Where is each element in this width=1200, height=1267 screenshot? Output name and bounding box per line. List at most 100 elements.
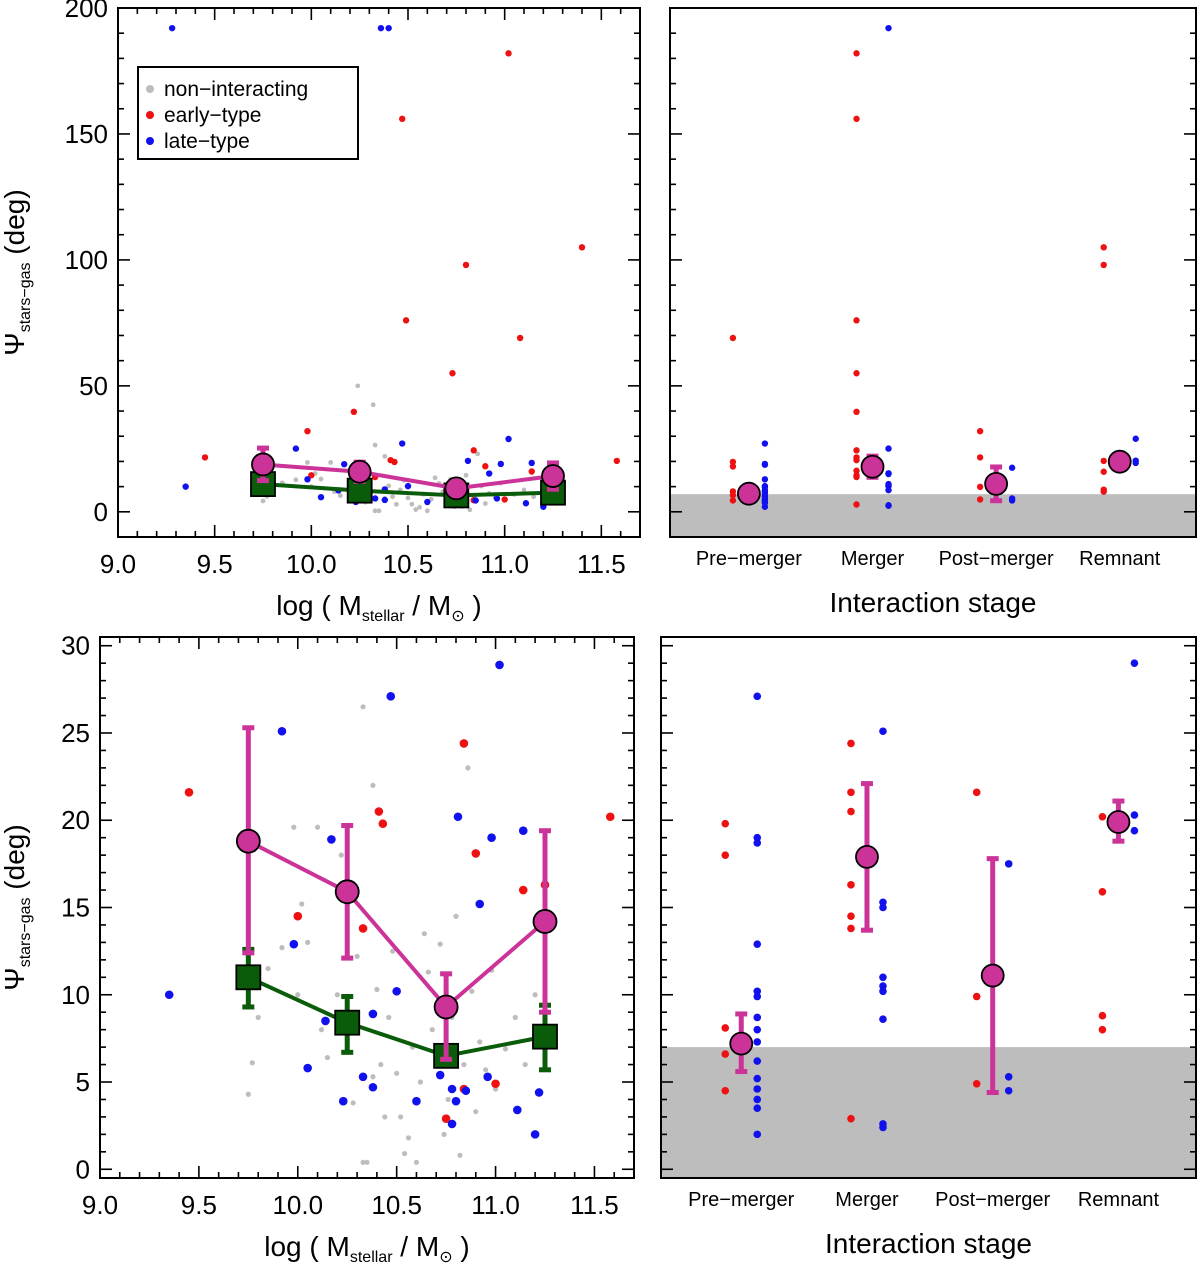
late-type-point	[277, 726, 287, 736]
non-interacting-point	[405, 1135, 412, 1141]
non-interacting-point	[461, 1061, 467, 1068]
early-type-point	[853, 408, 860, 416]
median-noninteracting-line	[247, 975, 546, 1058]
late-type-point	[885, 24, 892, 32]
early-type-point	[847, 881, 855, 889]
late-type-point	[753, 1038, 762, 1046]
early-type-point	[378, 819, 388, 829]
non-interacting-point	[318, 1027, 325, 1033]
early-type-point	[1098, 887, 1107, 896]
early-type-point	[201, 454, 209, 461]
late-type-point	[879, 727, 887, 736]
non-interacting-point	[318, 476, 324, 482]
non-interacting-point	[467, 507, 473, 513]
non-interacting-point	[437, 941, 443, 947]
non-interacting-point	[386, 1014, 392, 1021]
early-type-point	[449, 370, 456, 377]
non-interacting-point	[475, 451, 480, 457]
non-interacting-point	[413, 1159, 420, 1165]
stage-label: Merger	[841, 548, 905, 570]
panel-frame	[117, 7, 641, 538]
non-interacting-point	[398, 1114, 404, 1120]
late-type-point	[487, 833, 496, 842]
stage-label: Post−merger	[939, 548, 1054, 570]
late-type-point	[451, 1096, 461, 1106]
x-axis-title: Interaction stage	[829, 587, 1036, 618]
late-type-point	[381, 496, 388, 504]
late-type-point	[447, 1119, 457, 1129]
non-interacting-point	[386, 483, 392, 489]
non-interacting-point	[532, 992, 538, 998]
late-type-point	[386, 692, 396, 701]
panel-bottom-right-marks	[721, 206, 1139, 1139]
non-interacting-point	[390, 948, 396, 954]
y-tick-label: 0	[76, 1154, 90, 1184]
late-type-point	[1004, 1086, 1013, 1095]
late-type-point	[385, 24, 392, 32]
median-marker	[860, 454, 885, 479]
early-type-point	[399, 115, 406, 123]
y-tick-label: 200	[65, 0, 108, 23]
non-interacting-point	[293, 477, 299, 483]
x-tick-label: 11.0	[480, 549, 529, 579]
non-interacting-point	[382, 1114, 388, 1120]
late-type-point	[1132, 459, 1139, 467]
late-type-point	[753, 940, 762, 948]
early-type-point	[1098, 1011, 1107, 1020]
late-type-point	[753, 833, 762, 842]
non-interacting-point	[305, 460, 310, 465]
late-type-point	[761, 440, 769, 447]
early-type-point	[972, 1079, 981, 1088]
late-type-point	[753, 1013, 762, 1022]
non-interacting-point	[372, 442, 378, 448]
late-type-point	[338, 1096, 348, 1106]
early-type-point	[729, 491, 737, 499]
non-interacting-point	[417, 504, 422, 510]
late-type-point	[761, 476, 769, 483]
early-type-point	[721, 1024, 730, 1032]
early-type-point	[853, 50, 860, 57]
late-type-point	[486, 470, 493, 477]
non-interacting-point	[249, 1060, 255, 1066]
early-type-point	[729, 463, 737, 470]
non-interacting-point	[473, 1109, 479, 1115]
early-type-point	[853, 473, 860, 481]
x-tick-label: 10.0	[272, 1190, 323, 1220]
non-interacting-point	[409, 501, 415, 507]
y-axis-title: Ψstars−gas (deg)	[0, 189, 34, 355]
early-type-point	[729, 334, 737, 342]
non-interacting-point	[265, 965, 271, 972]
late-type-point	[753, 692, 762, 701]
early-type-point	[847, 206, 855, 214]
late-type-point	[885, 470, 892, 478]
non-interacting-point	[291, 824, 297, 830]
late-type-point	[753, 839, 762, 847]
median-marker	[980, 963, 1005, 988]
stage-label: Remnant	[1078, 1189, 1160, 1211]
late-type-point	[461, 1086, 471, 1096]
early-type-point	[462, 261, 470, 269]
legend-box	[137, 66, 359, 160]
median-all-marker	[235, 828, 261, 854]
early-type-point	[337, 472, 346, 481]
non-interacting-point	[370, 782, 376, 788]
late-type-point	[885, 486, 892, 494]
late-type-point	[885, 502, 892, 509]
late-type-point	[761, 503, 769, 510]
early-type-point	[578, 244, 586, 251]
late-type-point	[453, 812, 463, 822]
median-all-marker	[347, 459, 372, 484]
early-type-point	[847, 807, 855, 816]
early-type-point	[374, 807, 384, 816]
early-type-point	[391, 458, 398, 466]
early-type-point	[729, 458, 737, 466]
non-interacting-point	[350, 1100, 356, 1106]
y-tick-label: 5	[76, 1067, 90, 1097]
early-type-point	[721, 1050, 730, 1058]
early-type-point	[528, 468, 535, 475]
early-type-point	[1100, 488, 1107, 495]
y-tick-label: 25	[61, 718, 90, 748]
non-interacting-point	[374, 986, 380, 993]
non-interacting-point	[245, 1091, 251, 1097]
late-type-point	[321, 1016, 330, 1026]
